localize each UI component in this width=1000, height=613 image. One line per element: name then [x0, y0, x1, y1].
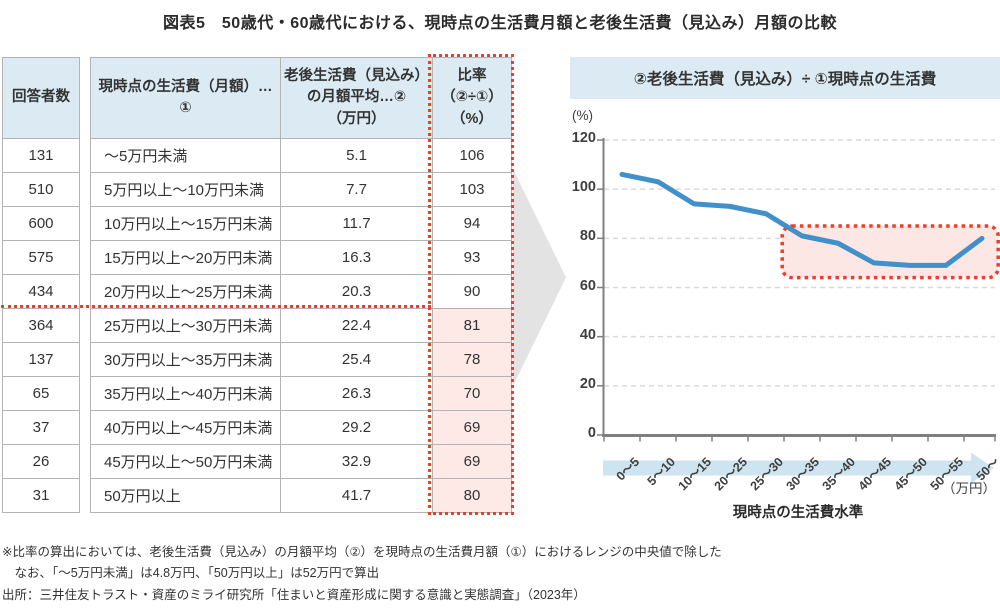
y-tick-label: 80	[579, 228, 596, 245]
ratio-line-series	[619, 171, 985, 268]
expense-range-cell: 40万円以上～45万円未満	[91, 411, 281, 445]
expense-range-cell: 10万円以上～15万円未満	[91, 207, 281, 241]
footnote-line: なお、「～5万円未満」は4.8万円、「50万円以上」は52万円で算出	[2, 566, 380, 580]
respondents-cell: 31	[3, 479, 80, 513]
expenses-table: 現時点の生活費（月額）… ① 老後生活費（見込み） の月額平均…② （万円） 比率 …	[90, 57, 512, 513]
retirement-avg-cell: 22.4	[281, 309, 433, 343]
x-tick-label: 25～30	[747, 454, 786, 494]
chart-highlight-region	[780, 224, 1000, 280]
expense-range-cell: 15万円以上～20万円未満	[91, 241, 281, 275]
respondents-cell: 600	[3, 207, 80, 241]
ratio-cell: 90	[433, 275, 512, 309]
respondents-cell: 510	[3, 173, 80, 207]
respondents-cell: 575	[3, 241, 80, 275]
retirement-avg-cell: 11.7	[281, 207, 433, 241]
ratio-cell: 93	[433, 241, 512, 275]
expense-range-cell: 25万円以上～30万円未満	[91, 309, 281, 343]
y-tick-label: 100	[571, 179, 596, 196]
ratio-cell: 69	[433, 411, 512, 445]
x-tick-label: 0～5	[613, 454, 642, 484]
x-tick-label: 10～15	[675, 454, 714, 494]
respondents-table: 回答者数 131 510 600 575 434 364 137 65 37 26 31	[2, 57, 80, 513]
x-axis-title: 現時点の生活費水準	[732, 505, 864, 521]
expense-range-cell: 30万円以上～35万円未満	[91, 343, 281, 377]
ratio-cell: 81	[433, 309, 512, 343]
respondents-header: 回答者数	[3, 58, 80, 139]
y-tick-label: 120	[571, 130, 596, 146]
ratio-cell: 106	[433, 139, 512, 173]
respondents-cell: 434	[3, 275, 80, 309]
retirement-avg-cell: 7.7	[281, 173, 433, 207]
ratio-cell: 80	[433, 479, 512, 513]
expense-range-cell: ～5万円未満	[91, 139, 281, 173]
x-tick-label: 40～45	[855, 454, 894, 494]
figure-title: 図表5 50歳代・60歳代における、現時点の生活費月額と老後生活費（見込み）月額…	[163, 15, 837, 32]
retirement-avg-cell: 5.1	[281, 139, 433, 173]
footnote-line: ※比率の算出においては、老後生活費（見込み）の月額平均（②）を現時点の生活費月額…	[2, 545, 722, 559]
respondents-cell: 137	[3, 343, 80, 377]
y-axis-unit: (%)	[572, 108, 593, 123]
retirement-expense-header: 老後生活費（見込み） の月額平均…② （万円）	[281, 58, 433, 139]
current-expense-header: 現時点の生活費（月額）… ①	[91, 58, 281, 139]
ratio-header: 比率 （②÷①） （%）	[433, 58, 512, 139]
x-tick-label: 35～40	[819, 454, 858, 494]
y-tick-label: 20	[579, 375, 596, 392]
retirement-avg-cell: 32.9	[281, 445, 433, 479]
expense-range-cell: 50万円以上	[91, 479, 281, 513]
y-tick-label: 0	[587, 425, 596, 441]
respondents-cell: 364	[3, 309, 80, 343]
ratio-cell: 70	[433, 377, 512, 411]
respondents-cell: 131	[3, 139, 80, 173]
x-tick-label: 45～50	[891, 454, 930, 494]
expense-range-cell: 35万円以上～40万円未満	[91, 377, 281, 411]
expense-range-cell: 45万円以上～50万円未満	[91, 445, 281, 479]
retirement-avg-cell: 26.3	[281, 377, 433, 411]
x-tick-label: 20～25	[711, 454, 750, 494]
retirement-avg-cell: 20.3	[281, 275, 433, 309]
ratio-cell: 103	[433, 173, 512, 207]
respondents-cell: 26	[3, 445, 80, 479]
y-tick-label: 40	[579, 326, 596, 343]
x-tick-label: 30～35	[783, 454, 822, 494]
ratio-cell: 78	[433, 343, 512, 377]
x-tick-label: 5～10	[644, 454, 678, 489]
retirement-avg-cell: 29.2	[281, 411, 433, 445]
retirement-avg-cell: 16.3	[281, 241, 433, 275]
y-tick-label: 60	[579, 277, 596, 294]
retirement-avg-cell: 41.7	[281, 479, 433, 513]
expense-range-cell: 20万円以上～25万円未満	[91, 275, 281, 309]
ratio-cell: 94	[433, 207, 512, 241]
respondents-cell: 37	[3, 411, 80, 445]
retirement-avg-cell: 25.4	[281, 343, 433, 377]
source-line: 出所：三井住友トラスト・資産のミライ研究所「住まいと資産形成に関する意識と実態調…	[2, 588, 586, 602]
ratio-cell: 69	[433, 445, 512, 479]
chart-title-banner: ②老後生活費（見込み）÷ ①現時点の生活費	[570, 57, 1000, 99]
respondents-cell: 65	[3, 377, 80, 411]
expense-range-cell: 5万円以上～10万円未満	[91, 173, 281, 207]
chart-title: ②老後生活費（見込み）÷ ①現時点の生活費	[633, 71, 937, 88]
x-axis-unit: （万円）	[942, 481, 996, 496]
